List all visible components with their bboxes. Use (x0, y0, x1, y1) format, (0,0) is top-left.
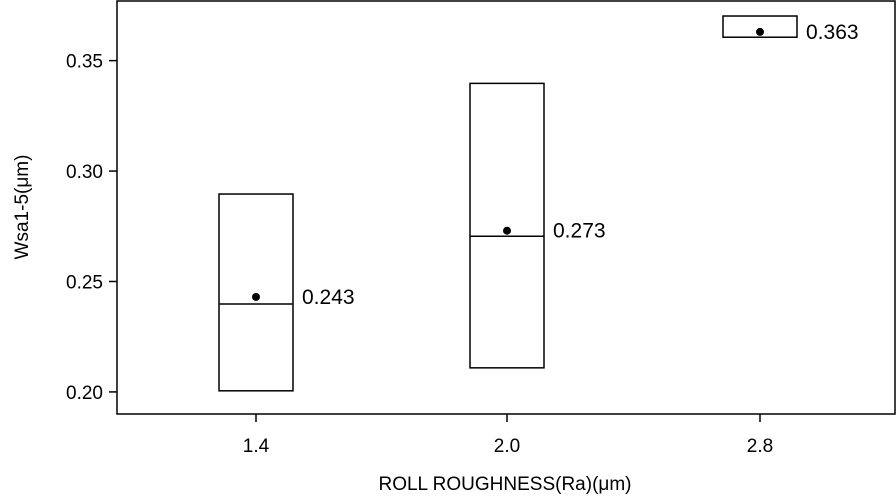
box-2.0: 0.273 (470, 83, 606, 367)
x-axis-label: ROLL ROUGHNESS(Ra)(μm) (378, 474, 631, 495)
y-tick-label: 0.35 (66, 52, 103, 73)
mean-marker (503, 227, 511, 235)
x-tick-label: 2.8 (747, 436, 773, 457)
box-2.8: 0.363 (723, 16, 859, 44)
y-tick-label: 0.25 (66, 272, 103, 293)
y-tick-label: 0.20 (66, 383, 103, 404)
mean-value-label: 0.243 (302, 286, 355, 309)
box-rect (470, 83, 544, 367)
box-rect (219, 194, 293, 391)
y-tick-label: 0.30 (66, 162, 103, 183)
mean-marker (252, 293, 260, 301)
x-axis: 1.4 2.0 2.8 (243, 414, 773, 457)
x-tick-label: 2.0 (494, 436, 520, 457)
y-axis: 0.20 0.25 0.30 0.35 (66, 52, 117, 404)
plot-frame (117, 1, 895, 414)
mean-value-label: 0.363 (806, 21, 859, 44)
box-1.4: 0.243 (219, 194, 355, 391)
boxes: 0.243 0.273 0.363 (219, 16, 859, 391)
x-tick-label: 1.4 (243, 436, 270, 457)
y-axis-label: Wsa1-5(μm) (12, 155, 33, 260)
mean-marker (756, 28, 764, 36)
mean-value-label: 0.273 (553, 220, 606, 243)
